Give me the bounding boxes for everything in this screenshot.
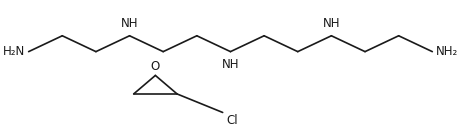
- Text: NH: NH: [322, 17, 340, 30]
- Text: NH: NH: [121, 17, 138, 30]
- Text: Cl: Cl: [226, 114, 238, 127]
- Text: NH: NH: [222, 58, 239, 71]
- Text: NH₂: NH₂: [436, 45, 458, 58]
- Text: H₂N: H₂N: [3, 45, 25, 58]
- Text: O: O: [151, 60, 160, 73]
